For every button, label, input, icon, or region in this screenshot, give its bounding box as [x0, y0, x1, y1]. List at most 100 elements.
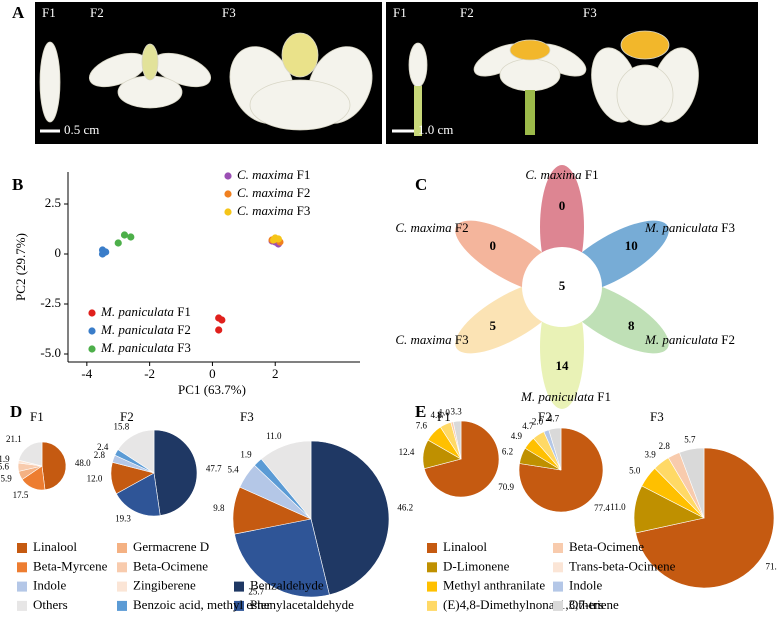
- legend-marker: [88, 309, 96, 317]
- legend-label: Methyl anthranilate: [443, 578, 545, 593]
- value-label: 5.9: [1, 473, 13, 483]
- legend-swatch: [553, 600, 563, 611]
- scatter-point: [114, 239, 122, 247]
- value-label: 9.8: [213, 503, 225, 513]
- legend-label: Benzaldehyde: [250, 578, 324, 593]
- value-label: 3.3: [451, 406, 463, 416]
- x-tick-label: -4: [81, 366, 92, 381]
- legend-swatch: [17, 581, 27, 592]
- y-axis-label: PC2 (29.7%): [13, 233, 28, 301]
- legend-swatch: [17, 562, 27, 573]
- y-tick-label: 2.5: [45, 195, 61, 210]
- x-tick-label: 0: [209, 366, 216, 381]
- photo-label: F1: [42, 5, 56, 20]
- value-label: 5.7: [684, 434, 696, 444]
- value-label: 2.8: [659, 441, 671, 451]
- set-label: M. paniculata F1: [520, 389, 611, 404]
- value-label: 12.0: [87, 474, 103, 484]
- legend-swatch: [427, 543, 437, 553]
- pie-slice: [452, 420, 462, 460]
- value-label: 48.0: [75, 458, 91, 468]
- petal-count: 10: [625, 238, 638, 253]
- pie-slice: [117, 429, 155, 474]
- pie-title: F1: [437, 409, 451, 424]
- flower-drawings: [39, 30, 699, 136]
- legend-swatch: [427, 600, 437, 611]
- legend-label: M. paniculata F3: [100, 340, 191, 355]
- set-label: M. paniculata F2: [644, 332, 735, 347]
- value-label: 11.0: [266, 431, 282, 441]
- set-label: C. maxima F3: [395, 332, 468, 347]
- legend-swatch: [17, 543, 27, 553]
- value-label: 4.7: [548, 414, 560, 424]
- value-label: 5.6: [0, 462, 10, 472]
- x-tick-label: -2: [144, 366, 155, 381]
- value-label: 71.5: [766, 562, 777, 572]
- legend-label: Indole: [33, 578, 66, 593]
- pie-slice: [260, 440, 312, 520]
- set-label: M. paniculata F3: [644, 220, 735, 235]
- legend-label: Others: [569, 597, 604, 612]
- panel-letter: E: [415, 402, 426, 421]
- value-label: 12.4: [399, 447, 415, 457]
- pie-slice: [41, 441, 67, 491]
- pie-title: F3: [650, 409, 664, 424]
- y-tick-label: 0: [55, 245, 62, 260]
- legend-label: Indole: [569, 578, 602, 593]
- pie-slice: [679, 447, 705, 519]
- legend-label: Linalool: [33, 539, 77, 554]
- legend-swatch: [427, 581, 437, 592]
- value-label: 11.0: [610, 502, 626, 512]
- petal-count: 5: [489, 318, 496, 333]
- value-label: 2.8: [94, 450, 106, 460]
- legend-swatch: [117, 543, 127, 553]
- legend-swatch: [117, 600, 127, 611]
- legend-label: Beta-Ocimene: [133, 558, 208, 573]
- legend-label: C. maxima F2: [237, 185, 310, 200]
- value-label: 4.9: [511, 431, 523, 441]
- pie-slice: [548, 427, 562, 471]
- scatter-point: [127, 233, 135, 241]
- legend-marker: [88, 345, 96, 353]
- legend-label: Zingiberene: [133, 578, 196, 593]
- legend-label: C. maxima F1: [237, 167, 310, 182]
- legend-swatch: [553, 562, 563, 573]
- legend-label: Phenylacetaldehyde: [250, 597, 354, 612]
- scatter-point: [215, 326, 223, 334]
- value-label: 77.4: [594, 503, 610, 513]
- pie-title: F3: [240, 409, 254, 424]
- legend-label: D-Limonene: [443, 558, 510, 573]
- value-label: 4.7: [522, 421, 534, 431]
- value-label: 2.0: [532, 416, 544, 426]
- legend-swatch: [553, 581, 563, 592]
- pie-title: F2: [120, 409, 134, 424]
- set-label: C. maxima F1: [525, 167, 598, 182]
- value-label: 70.9: [498, 482, 514, 492]
- pie-slice: [153, 429, 198, 516]
- legend-marker: [224, 190, 232, 198]
- value-label: 5.0: [629, 465, 641, 475]
- value-label: 21.1: [6, 434, 22, 444]
- pie-title: F1: [30, 409, 44, 424]
- value-label: 15.8: [113, 421, 129, 431]
- legend-marker: [224, 208, 232, 216]
- pie-slice: [115, 472, 161, 517]
- legend-label: M. paniculata F1: [100, 304, 191, 319]
- legend-label: (E)4,8-Dimethylnona-1,3,7-triene: [443, 597, 619, 612]
- pie-slice: [234, 518, 330, 598]
- value-label: 7.6: [416, 421, 428, 431]
- scatter-point: [218, 316, 226, 324]
- scatter-point: [120, 231, 129, 239]
- legend-label: Germacrene D: [133, 539, 209, 554]
- pie-slice: [423, 420, 500, 498]
- legend-label: Others: [33, 597, 68, 612]
- photo-label: F2: [90, 5, 104, 20]
- venn-center: [522, 247, 602, 327]
- legend-swatch: [234, 581, 244, 592]
- value-label: 4.8: [431, 410, 443, 420]
- legend-label: Linalool: [443, 539, 487, 554]
- photo-label: F1: [393, 5, 407, 20]
- photo-label: F3: [222, 5, 236, 20]
- pie-slice: [18, 441, 43, 467]
